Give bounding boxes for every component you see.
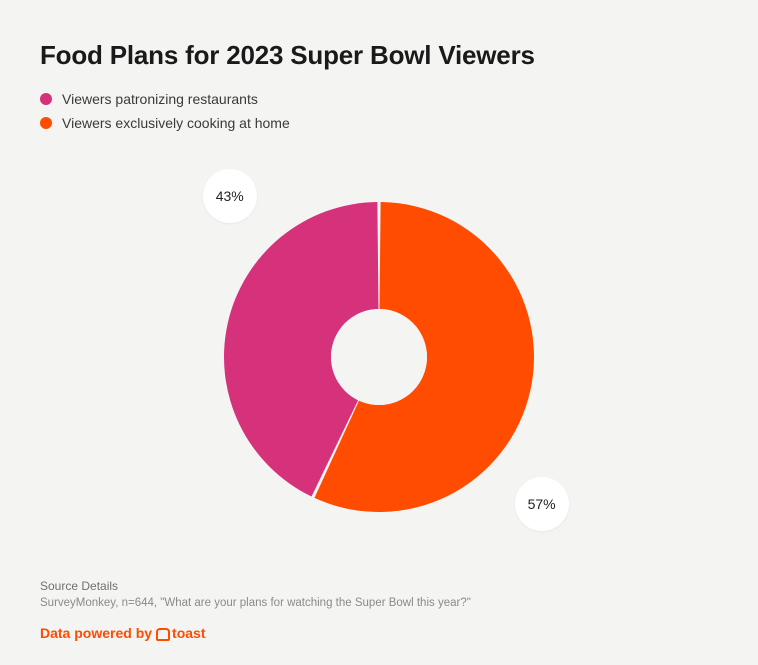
callout-cooking: 57% bbox=[515, 477, 569, 531]
legend: Viewers patronizing restaurants Viewers … bbox=[40, 91, 718, 131]
legend-dot-cooking bbox=[40, 117, 52, 129]
legend-label-cooking: Viewers exclusively cooking at home bbox=[62, 115, 290, 131]
powered-by: Data powered by toast bbox=[40, 625, 718, 641]
legend-dot-restaurants bbox=[40, 93, 52, 105]
toast-icon bbox=[156, 628, 170, 641]
footer: Source Details SurveyMonkey, n=644, "Wha… bbox=[40, 579, 718, 641]
toast-logo: toast bbox=[156, 625, 205, 641]
toast-brand-text: toast bbox=[172, 625, 205, 641]
source-heading: Source Details bbox=[40, 579, 718, 593]
callout-restaurants: 43% bbox=[203, 169, 257, 223]
legend-item-cooking: Viewers exclusively cooking at home bbox=[40, 115, 718, 131]
chart-container: Food Plans for 2023 Super Bowl Viewers V… bbox=[0, 0, 758, 665]
source-text: SurveyMonkey, n=644, "What are your plan… bbox=[40, 597, 718, 609]
chart-area: 43% 57% bbox=[40, 143, 718, 571]
powered-prefix: Data powered by bbox=[40, 625, 152, 641]
donut-chart bbox=[189, 167, 569, 547]
donut-hole bbox=[331, 309, 427, 405]
legend-item-restaurants: Viewers patronizing restaurants bbox=[40, 91, 718, 107]
legend-label-restaurants: Viewers patronizing restaurants bbox=[62, 91, 258, 107]
chart-title: Food Plans for 2023 Super Bowl Viewers bbox=[40, 40, 718, 71]
